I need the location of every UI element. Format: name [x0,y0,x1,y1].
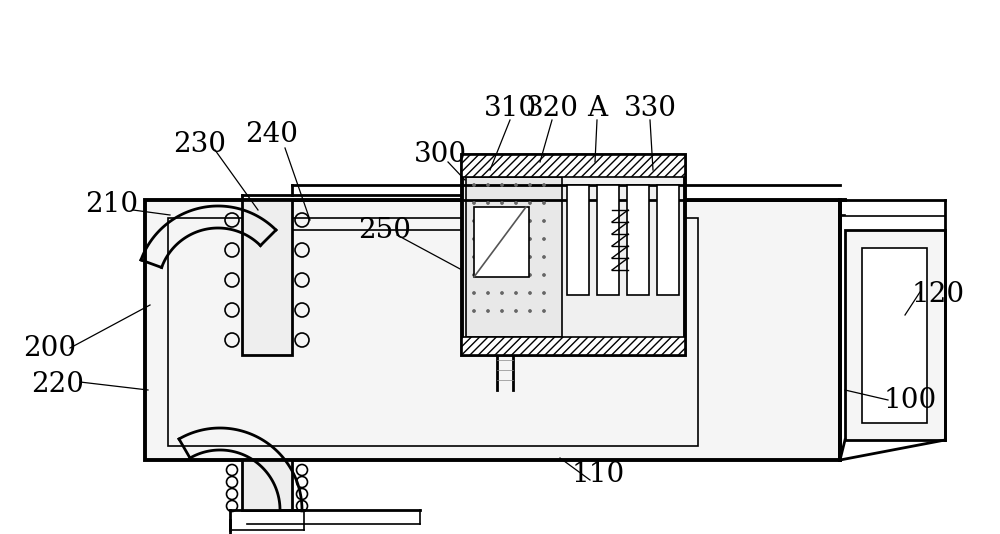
Circle shape [486,292,490,294]
Circle shape [528,184,532,186]
Circle shape [486,201,490,205]
Circle shape [528,292,532,294]
Circle shape [542,219,546,223]
Circle shape [528,255,532,258]
Circle shape [501,255,504,258]
Circle shape [542,273,546,277]
Circle shape [501,219,504,223]
Circle shape [514,238,518,240]
Text: 120: 120 [911,281,965,309]
Circle shape [473,184,476,186]
Circle shape [473,201,476,205]
Circle shape [501,310,504,312]
Text: 210: 210 [85,192,139,218]
Circle shape [542,238,546,240]
Circle shape [486,310,490,312]
Circle shape [514,184,518,186]
Circle shape [473,255,476,258]
Text: 220: 220 [32,372,84,398]
Circle shape [528,273,532,277]
Bar [567,185,589,295]
Circle shape [528,201,532,205]
Text: 240: 240 [246,122,298,148]
Circle shape [514,201,518,205]
Circle shape [501,201,504,205]
Circle shape [514,292,518,294]
Circle shape [486,219,490,223]
Bar [474,207,529,277]
Text: 200: 200 [23,334,77,362]
Text: 100: 100 [883,387,937,413]
Circle shape [528,219,532,223]
Bar [168,218,698,446]
Circle shape [501,292,504,294]
Circle shape [501,238,504,240]
Text: 330: 330 [624,95,676,122]
Circle shape [514,255,518,258]
Text: 110: 110 [571,461,625,489]
Circle shape [542,292,546,294]
Circle shape [473,238,476,240]
Circle shape [528,310,532,312]
Bar [862,248,927,423]
Circle shape [514,219,518,223]
Circle shape [542,310,546,312]
Bar [845,230,945,440]
Bar [466,177,562,337]
Text: A: A [587,95,607,122]
Bar [242,200,292,355]
Circle shape [542,201,546,205]
Text: 300: 300 [413,142,467,169]
Text: 230: 230 [174,131,226,159]
Bar [145,200,840,460]
Circle shape [486,184,490,186]
Circle shape [486,238,490,240]
Bar [462,155,685,355]
Bar [462,337,685,355]
Bar [242,460,292,510]
Circle shape [501,273,504,277]
Circle shape [486,273,490,277]
Bar [657,185,679,295]
Circle shape [542,184,546,186]
Circle shape [514,310,518,312]
Text: 250: 250 [358,216,412,244]
Circle shape [486,255,490,258]
Circle shape [542,255,546,258]
Circle shape [473,273,476,277]
Circle shape [473,310,476,312]
Bar [597,185,619,295]
Circle shape [473,219,476,223]
Text: 320: 320 [526,95,578,122]
Bar [627,185,649,295]
Circle shape [528,238,532,240]
Circle shape [473,292,476,294]
Text: 310: 310 [483,95,537,122]
Circle shape [514,273,518,277]
Circle shape [501,184,504,186]
Bar [462,155,685,177]
